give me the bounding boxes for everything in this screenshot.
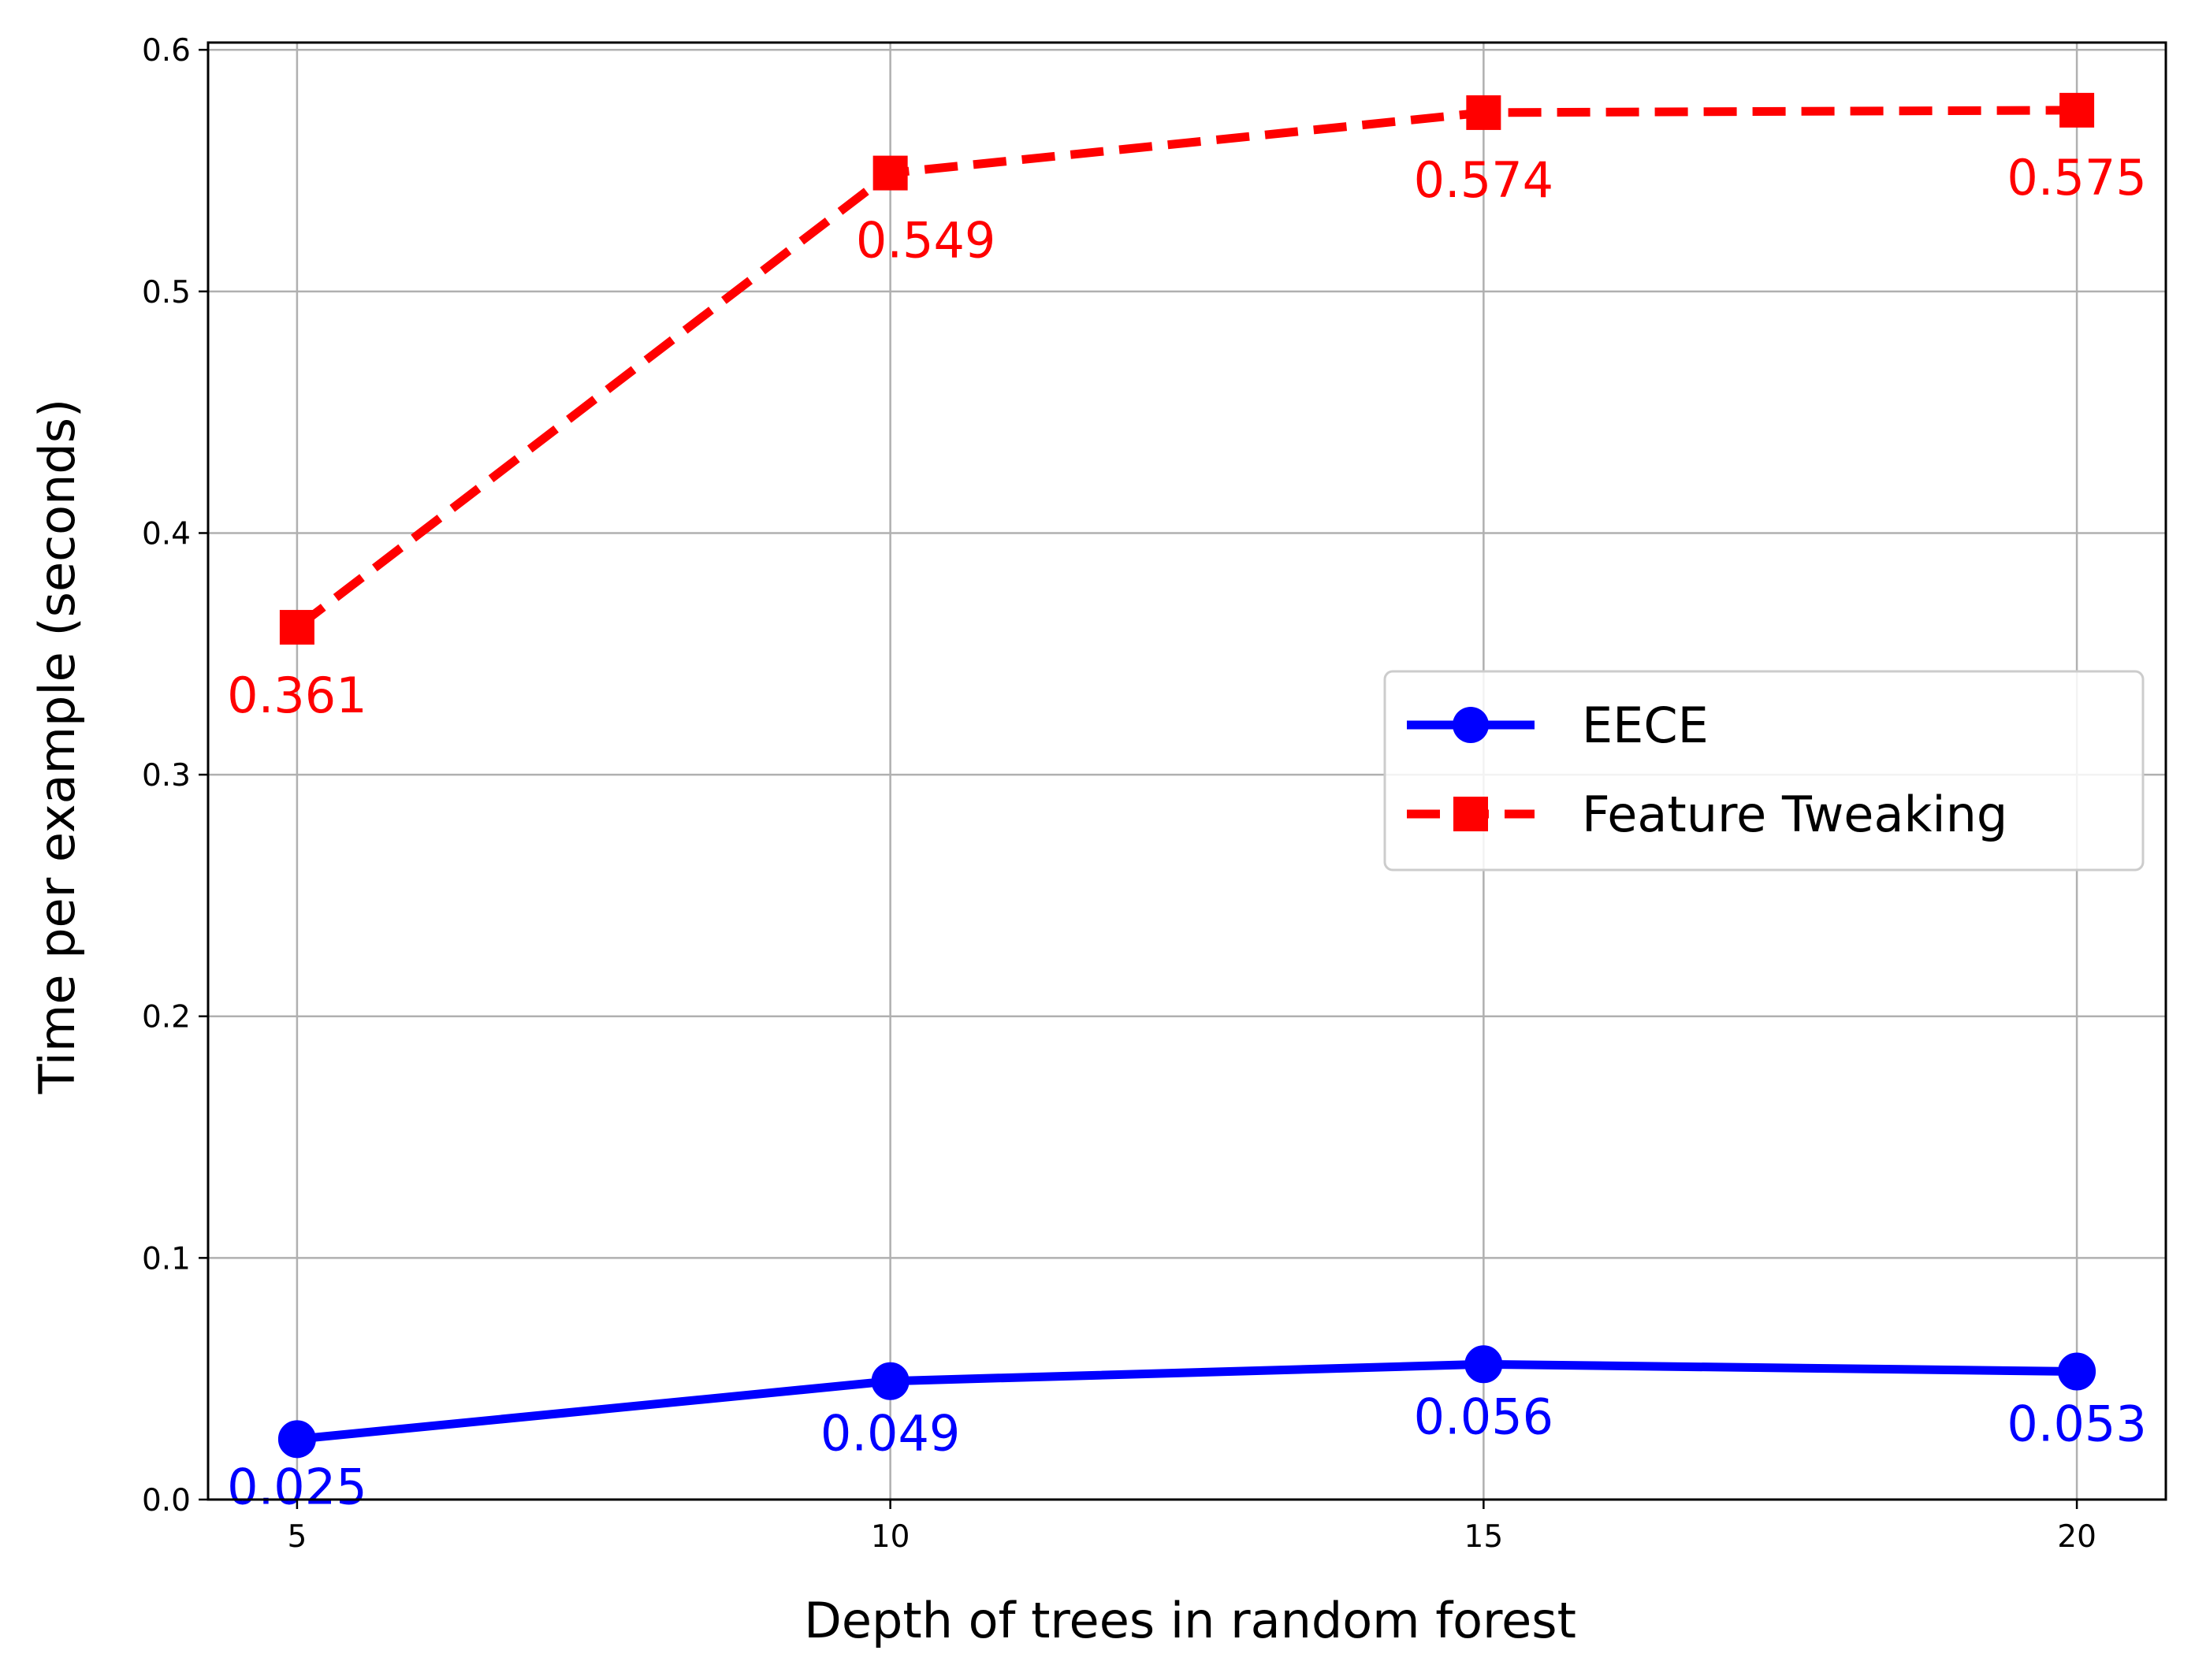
series-line-feature-tweaking xyxy=(294,106,2078,631)
data-point-circle xyxy=(277,1420,316,1459)
legend: EECE Feature Tweaking xyxy=(1383,670,2145,872)
data-label: 0.549 xyxy=(856,212,996,269)
x-axis-label: Depth of trees in random forest xyxy=(804,1592,1576,1649)
y-tick-label: 0.5 xyxy=(142,275,191,310)
data-point-square xyxy=(2059,92,2095,128)
data-label: 0.049 xyxy=(820,1405,961,1463)
legend-label: Feature Tweaking xyxy=(1582,786,2007,843)
data-point-square xyxy=(872,155,908,191)
data-label: 0.361 xyxy=(227,667,367,724)
series-line-eece xyxy=(296,1359,2078,1444)
y-tick-label: 0.1 xyxy=(142,1241,191,1277)
x-tick-label: 15 xyxy=(1464,1519,1504,1555)
y-tick-label: 0.3 xyxy=(142,758,191,794)
data-label: 0.575 xyxy=(2007,149,2147,206)
data-point-square xyxy=(279,610,314,645)
y-tick-label: 0.4 xyxy=(142,516,191,552)
data-label: 0.053 xyxy=(2007,1395,2147,1452)
data-label: 0.056 xyxy=(1414,1388,1554,1445)
legend-box xyxy=(1383,670,2145,872)
y-tick-label: 0.6 xyxy=(142,33,191,69)
x-tick-label: 10 xyxy=(871,1519,910,1555)
y-axis-ticks: 0.0 0.1 0.2 0.3 0.4 0.5 0.6 xyxy=(142,33,208,1518)
plot-frame xyxy=(206,41,2167,1501)
x-tick-label: 20 xyxy=(2057,1519,2096,1555)
y-tick-label: 0.0 xyxy=(142,1483,191,1518)
legend-marker-square xyxy=(1453,797,1488,831)
x-tick-label: 5 xyxy=(287,1519,307,1555)
legend-label: EECE xyxy=(1582,697,1709,754)
y-tick-label: 0.2 xyxy=(142,1000,191,1035)
data-point-circle xyxy=(2058,1352,2096,1391)
y-axis-label: Time per example (seconds) xyxy=(28,399,86,1095)
data-point-square xyxy=(1466,95,1501,130)
data-label: 0.574 xyxy=(1414,151,1554,209)
data-point-circle xyxy=(1464,1345,1503,1384)
data-point-circle xyxy=(871,1362,910,1400)
x-axis-ticks: 5 10 15 20 xyxy=(287,1500,2096,1555)
series-layer xyxy=(277,92,2096,1459)
legend-marker-circle xyxy=(1453,707,1489,743)
